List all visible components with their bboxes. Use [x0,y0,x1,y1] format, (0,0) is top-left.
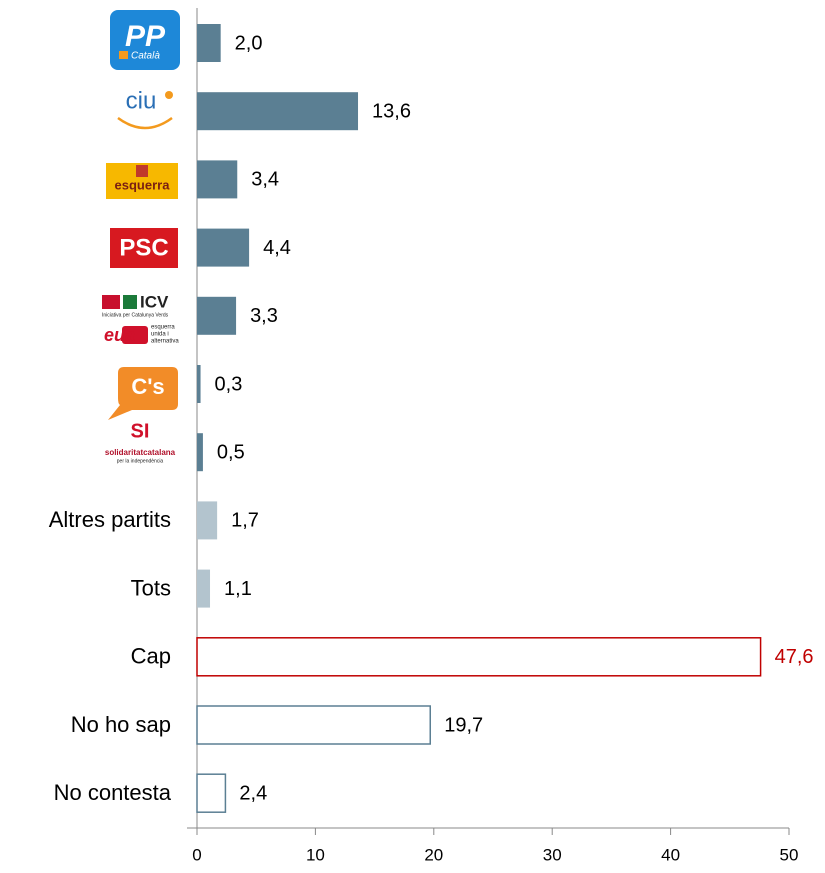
bar [197,92,359,131]
logo-mark [102,295,120,309]
logo-subtext: Iniciativa per Catalunya Verds [102,312,169,318]
logo-text: ICV [140,292,169,311]
logo-bg [108,367,178,420]
value-label: 19,7 [444,714,483,736]
value-label: 2,0 [235,32,263,54]
bar [196,637,762,677]
bar [197,228,250,267]
x-tick-label: 10 [306,845,325,864]
logo-subtext: eua [104,325,135,345]
logo-mark [123,295,137,309]
logo-subtext: solidaritatcatalana [105,448,176,457]
value-label: 47,6 [775,646,814,668]
bar [196,705,431,745]
bar [197,365,201,403]
value-label: 13,6 [372,100,411,122]
value-label: 0,3 [215,373,243,395]
bar [197,433,203,472]
logo-mark [122,326,148,344]
y-tick-label: No ho sap [71,712,171,737]
logo-mark [117,116,173,130]
bar [197,296,237,335]
value-label: 3,3 [250,305,278,327]
x-tick-label: 50 [780,845,799,864]
value-label: 3,4 [251,169,279,191]
x-tick-label: 0 [192,845,201,864]
bar [197,24,221,62]
y-tick-label: Tots [131,575,171,600]
bar [197,160,238,199]
value-label: 0,5 [217,441,245,463]
logo-text: esquerra [115,177,171,192]
logo-subtext: esquerra [151,325,175,331]
logo-text: ciu [126,87,157,114]
value-label: 1,1 [224,578,252,600]
value-label: 1,7 [231,510,259,532]
x-tick-label: 40 [661,845,680,864]
logo-text: SI [131,420,150,442]
bar [197,501,218,540]
logo-subtext: unida i [151,332,169,338]
logo-text: PSC [119,234,168,261]
y-tick-label: Altres partits [49,507,171,532]
x-tick-label: 30 [543,845,562,864]
y-tick-label: No contesta [54,780,172,805]
y-tick-label: Cap [131,644,171,669]
value-label: 2,4 [239,782,267,804]
logo-bg [110,228,178,268]
logo-subtext: alternativa [151,339,179,345]
x-tick-label: 20 [424,845,443,864]
logo-mark [119,51,128,59]
logo-mark [136,165,148,177]
bar [197,569,211,608]
value-label: 4,4 [263,237,291,259]
logo-text: PP [125,20,166,53]
logo-mark [165,91,173,99]
logo-text: C's [131,374,164,399]
logo-subtext: per la independència [117,458,164,464]
logo-subtext: Català [131,51,160,62]
bar [196,773,227,813]
